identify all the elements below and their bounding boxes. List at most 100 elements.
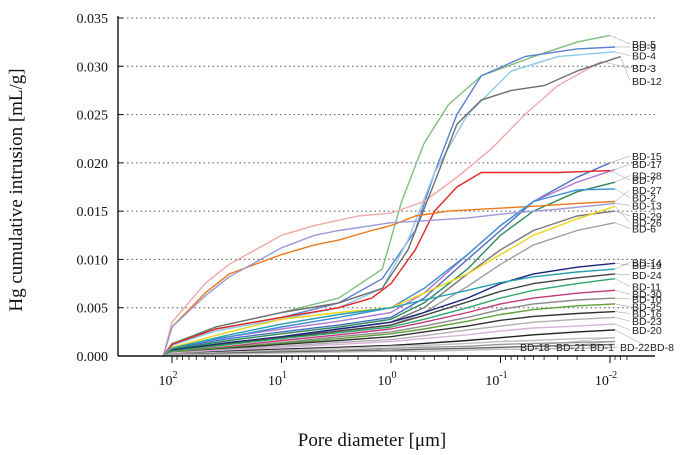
series-line-bd-8: [163, 329, 616, 357]
series-line-bd-25: [163, 303, 616, 357]
series-line-bd-1: [163, 343, 616, 357]
x-tick-label: 101: [268, 370, 287, 389]
y-tick-label: 0.010: [77, 253, 109, 268]
y-tick-label: 0.020: [77, 157, 109, 172]
leader-line: [614, 203, 631, 206]
x-tick-label: 100: [378, 370, 397, 389]
series-label-bd-11: BD-11: [632, 281, 661, 293]
leader-line: [614, 290, 631, 295]
series-line-bd-14: [162, 268, 616, 357]
series-label-bd-27: BD-27: [632, 185, 662, 197]
series-line-bd-24: [162, 273, 616, 357]
y-tick-label: 0.035: [77, 12, 109, 27]
series-label-bd-20: BD-20: [632, 325, 662, 337]
series-label-bd-13: BD-13: [632, 200, 662, 212]
leader-line: [614, 303, 631, 307]
series-label-bd-15: BD-15: [632, 151, 662, 163]
leader-line: [614, 263, 631, 266]
series-label-bd-29: BD-29: [632, 211, 662, 223]
y-axis-label: Hg cumulative intrusion [mL/g]: [6, 68, 27, 311]
series-label-bd-12: BD-12: [632, 76, 662, 88]
x-axis-label: Pore diameter [μm]: [298, 430, 446, 451]
series-line-bd-4: [162, 51, 616, 357]
leader-line: [614, 311, 631, 314]
leader-line: [614, 188, 631, 198]
leader-line: [614, 206, 631, 223]
series-line-bd-23: [163, 316, 616, 357]
series-line-bd-22: [163, 346, 616, 357]
series-label-bd-22: BD-22: [620, 342, 650, 354]
series-line-bd-9: [162, 46, 616, 357]
leader-line: [614, 329, 649, 348]
series-line-bd-13: [162, 202, 616, 357]
leader-line: [517, 337, 616, 348]
leader-line: [614, 163, 631, 170]
series-label-bd-28: BD-28: [632, 170, 662, 182]
series-line-bd-20: [163, 323, 616, 357]
series-label-bd-25: BD-25: [632, 302, 662, 314]
y-tick-label: 0.015: [77, 205, 109, 220]
series-line-bd-18: [163, 337, 616, 357]
series-label-bd-17: BD-17: [632, 159, 662, 171]
series-label-bd-23: BD-23: [632, 316, 662, 328]
y-tick-label: 0.005: [77, 302, 109, 317]
series-line-bd-30: [163, 289, 616, 357]
series-label-bd-26: BD-26: [632, 218, 662, 230]
grid-lines: [118, 17, 655, 309]
series-label-bd-14: BD-14: [632, 257, 662, 269]
series-line-bd-7: [162, 169, 611, 357]
leader-line: [614, 210, 631, 217]
series-label-bd-1: BD-1: [590, 342, 614, 354]
series-line-bd-19: [162, 262, 616, 357]
leader-line: [620, 56, 631, 81]
series-line-bd-16: [163, 310, 616, 357]
x-tick-label: 102: [159, 370, 178, 389]
leader-line: [614, 222, 631, 229]
x-ticks: 102 101 100 10-1 10-2: [159, 356, 628, 389]
x-tick-label: 10-1: [485, 370, 507, 389]
y-tick-label: 0.025: [77, 109, 109, 124]
leader-line: [601, 61, 631, 69]
series-label-bd-18: BD-18: [520, 342, 550, 354]
series-layer: [162, 34, 621, 357]
y-ticks: 0.000 0.005 0.010 0.015 0.020 0.025 0.030 0.035: [77, 12, 123, 365]
series-label-bd-9: BD-9: [632, 42, 656, 54]
x-tick-label: 10-2: [595, 370, 617, 389]
leader-line: [553, 341, 616, 348]
series-line-bd-27: [162, 200, 616, 357]
series-label-bd-7: BD-7: [632, 175, 656, 187]
series-label-bd-21: BD-21: [556, 342, 586, 354]
leader-line: [614, 317, 631, 322]
series-label-bd-19: BD-19: [632, 260, 662, 272]
series-label-bd-2: BD-2: [632, 193, 656, 205]
leader-line: [614, 297, 631, 300]
leader-line: [587, 344, 616, 348]
leader-line: [614, 189, 631, 202]
series-line-bd-28: [162, 181, 616, 357]
series-line-bd-26: [162, 205, 616, 357]
leader-line: [614, 278, 631, 287]
y-tick-label: 0.030: [77, 60, 109, 75]
series-line-bd-15: [162, 162, 611, 357]
series-line-bd-11: [162, 278, 616, 357]
series-line-bd-12: [162, 55, 621, 357]
leader-line: [609, 35, 631, 45]
leader-line: [614, 175, 631, 183]
leader-line: [614, 273, 631, 276]
series-label-bd-6: BD-6: [632, 224, 656, 236]
series-line-bd-2: [162, 188, 616, 357]
series-label-bd-5: BD-5: [632, 39, 656, 51]
leader-line: [614, 51, 631, 56]
y-tick-label: 0.000: [77, 350, 109, 365]
series-label-bd-16: BD-16: [632, 309, 662, 321]
series-label-bd-24: BD-24: [632, 270, 662, 282]
leader-line: [609, 170, 631, 181]
series-label-bd-8: BD-8: [650, 342, 674, 354]
axes: [117, 16, 655, 357]
series-label-bd-30: BD-30: [632, 289, 662, 301]
series-line-bd-3: [162, 60, 602, 357]
series-label-bd-4: BD-4: [632, 51, 656, 63]
leader-line: [614, 262, 631, 270]
